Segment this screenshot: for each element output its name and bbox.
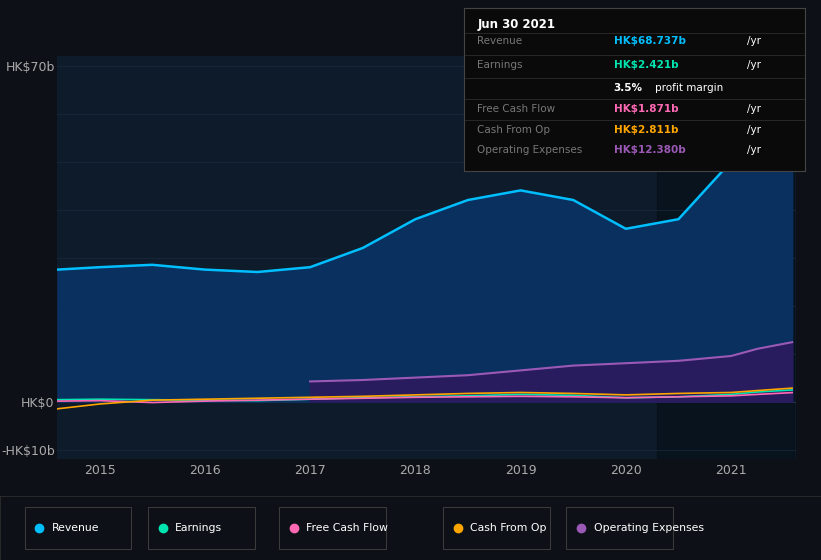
Text: HK$1.871b: HK$1.871b xyxy=(614,104,678,114)
Text: HK$12.380b: HK$12.380b xyxy=(614,144,686,155)
Text: Cash From Op: Cash From Op xyxy=(478,125,551,135)
Text: HK$68.737b: HK$68.737b xyxy=(614,36,686,46)
Text: Operating Expenses: Operating Expenses xyxy=(594,523,704,533)
Text: Free Cash Flow: Free Cash Flow xyxy=(306,523,388,533)
Text: /yr: /yr xyxy=(746,144,761,155)
Text: Operating Expenses: Operating Expenses xyxy=(478,144,583,155)
Text: Revenue: Revenue xyxy=(478,36,523,46)
Text: /yr: /yr xyxy=(746,104,761,114)
Text: Cash From Op: Cash From Op xyxy=(470,523,547,533)
Text: Earnings: Earnings xyxy=(478,60,523,70)
Text: Jun 30 2021: Jun 30 2021 xyxy=(478,18,556,31)
Bar xyxy=(658,56,794,459)
Text: HK$2.811b: HK$2.811b xyxy=(614,125,678,135)
Text: Revenue: Revenue xyxy=(52,523,99,533)
Text: Free Cash Flow: Free Cash Flow xyxy=(478,104,556,114)
Text: HK$2.421b: HK$2.421b xyxy=(614,60,678,70)
Text: /yr: /yr xyxy=(746,36,761,46)
Text: 3.5%: 3.5% xyxy=(614,83,643,93)
Text: profit margin: profit margin xyxy=(654,83,723,93)
Text: /yr: /yr xyxy=(746,125,761,135)
Text: /yr: /yr xyxy=(746,60,761,70)
Text: Earnings: Earnings xyxy=(175,523,222,533)
